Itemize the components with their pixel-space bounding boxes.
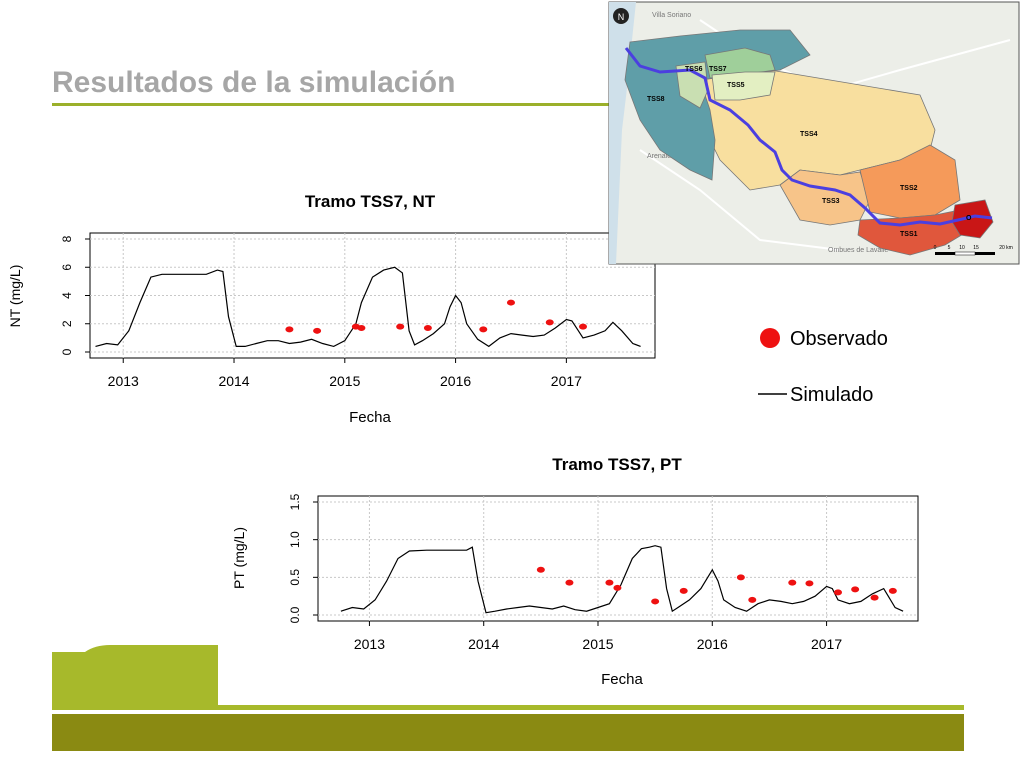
subbasin-tss1	[857, 209, 971, 256]
scale-label: 10	[959, 245, 965, 251]
subbasin-tss4	[699, 69, 936, 191]
y-tick-label: 8	[60, 235, 74, 242]
observed-point	[870, 594, 879, 601]
footer-thin-line	[52, 705, 964, 710]
plot-frame	[89, 232, 656, 359]
subbasin-label: TSS1	[900, 231, 918, 238]
y-tick-label: 2	[60, 320, 74, 327]
observed-point	[423, 324, 432, 331]
river-line	[624, 47, 993, 227]
map-road	[699, 19, 1011, 92]
north-label: N	[618, 12, 625, 22]
observed-point	[679, 587, 688, 594]
subbasin-label: TSS7	[709, 66, 727, 73]
observed-point	[565, 579, 574, 586]
scale-label: 20 km	[999, 245, 1013, 251]
y-tick-label: 4	[60, 292, 74, 299]
observed-point	[285, 326, 294, 333]
observed-point	[834, 589, 842, 596]
subbasin-label: TSS5	[727, 82, 745, 89]
map-water	[609, 2, 636, 264]
y-tick-label: 1.5	[288, 493, 302, 510]
observed-point	[805, 580, 814, 587]
subbasin-tss8	[624, 29, 811, 181]
observed-point	[651, 598, 660, 605]
title-underline	[52, 103, 612, 106]
simulated-series-line	[95, 266, 641, 348]
observed-point	[578, 323, 587, 330]
observed-point	[506, 299, 515, 306]
x-tick-label: 2014	[468, 636, 499, 652]
x-axis-label: Fecha	[349, 409, 391, 426]
map-road	[639, 149, 841, 251]
north-arrow-icon	[613, 8, 629, 24]
x-tick-label: 2015	[582, 636, 613, 652]
observed-point	[536, 566, 545, 573]
scale-label: 5	[948, 245, 951, 251]
subbasin-label: TSS2	[900, 185, 918, 192]
observed-point	[888, 587, 897, 594]
chart-title: Tramo TSS7, NT	[305, 192, 436, 211]
x-tick-label: 2016	[697, 636, 728, 652]
subbasin-tss3	[779, 169, 871, 226]
subbasin-tss6	[675, 61, 709, 109]
footer-dark-band	[52, 714, 964, 751]
x-tick-label: 2015	[329, 373, 360, 389]
plot-frame	[317, 495, 919, 622]
subbasin-label: TSS3	[822, 198, 840, 205]
subbasin-label: O	[966, 215, 972, 222]
observed-point	[851, 586, 860, 593]
x-axis-label: Fecha	[601, 671, 643, 688]
simulated-series-line	[340, 545, 904, 614]
subbasin-label: TSS8	[647, 96, 665, 103]
y-axis-label: PT (mg/L)	[231, 527, 247, 589]
x-tick-label: 2016	[440, 373, 471, 389]
map-place-label: Villa Soriano	[652, 12, 691, 19]
y-tick-label: 0.5	[288, 569, 302, 586]
observed-point	[313, 327, 322, 334]
observed-point	[479, 326, 488, 333]
observed-point	[788, 579, 797, 586]
subbasin-tss5	[711, 71, 776, 101]
map-frame	[608, 1, 1020, 265]
observed-point	[613, 584, 622, 591]
subbasin-tss2	[859, 144, 961, 219]
y-tick-label: 0.0	[288, 606, 302, 623]
scale-label: 15	[973, 245, 979, 251]
chart-title: Tramo TSS7, PT	[552, 455, 682, 474]
scale-bar	[935, 251, 995, 256]
y-tick-label: 0	[60, 348, 74, 355]
subbasin-tss7	[704, 47, 776, 79]
subbasin-o	[951, 199, 994, 239]
observed-point	[736, 574, 745, 581]
x-tick-label: 2013	[354, 636, 385, 652]
subbasin-label: TSS4	[800, 131, 818, 138]
map-place-label: Ombues de Lavalle	[828, 247, 888, 254]
y-axis-label: NT (mg/L)	[7, 265, 23, 328]
observed-point	[396, 323, 405, 330]
observed-point	[605, 579, 614, 586]
observed-point	[357, 324, 366, 331]
observed-point	[351, 323, 360, 330]
slide-title: Resultados de la simulación	[52, 66, 456, 99]
x-tick-label: 2014	[218, 373, 249, 389]
subbasin-label: TSS6	[685, 66, 703, 73]
legend-observed-marker	[760, 328, 780, 348]
observed-point	[545, 319, 554, 326]
x-tick-label: 2017	[551, 373, 582, 389]
y-tick-label: 1.0	[288, 531, 302, 548]
y-tick-label: 6	[60, 264, 74, 271]
legend-simulated-label: Simulado	[790, 384, 874, 406]
map-place-label: Arenales	[647, 153, 675, 160]
observed-point	[748, 596, 757, 603]
legend-observed-label: Observado	[790, 328, 888, 350]
scale-label: 0	[934, 245, 937, 251]
x-tick-label: 2017	[811, 636, 842, 652]
footer-green-tab	[52, 645, 218, 705]
x-tick-label: 2013	[108, 373, 139, 389]
